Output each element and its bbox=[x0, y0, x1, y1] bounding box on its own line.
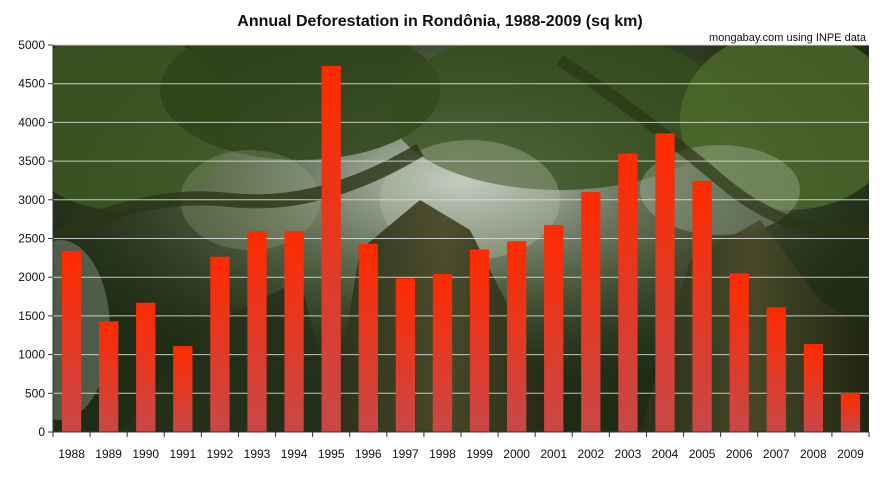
x-tick-label: 2000 bbox=[503, 447, 530, 461]
y-tick-label: 4000 bbox=[18, 115, 45, 129]
y-tick-label: 1500 bbox=[18, 309, 45, 323]
x-tick-label: 2004 bbox=[652, 447, 679, 461]
y-tick-label: 1000 bbox=[18, 348, 45, 362]
bar-1994 bbox=[284, 231, 304, 432]
bars bbox=[61, 65, 861, 432]
bar-2006 bbox=[729, 273, 749, 432]
x-tick-label: 2001 bbox=[540, 447, 567, 461]
x-tick-label: 1994 bbox=[281, 447, 308, 461]
bar-1991 bbox=[173, 346, 193, 432]
x-tick-label: 1995 bbox=[318, 447, 345, 461]
chart-title: Annual Deforestation in Rondônia, 1988-2… bbox=[237, 13, 642, 30]
x-tick-label: 1992 bbox=[207, 447, 234, 461]
x-tick-label: 1996 bbox=[355, 447, 382, 461]
x-tick-label: 2005 bbox=[689, 447, 716, 461]
x-tick-label: 2006 bbox=[726, 447, 753, 461]
x-tick-label: 1998 bbox=[429, 447, 456, 461]
bar-1992 bbox=[210, 256, 230, 432]
bar-1999 bbox=[469, 249, 490, 432]
y-tick-label: 3500 bbox=[18, 154, 45, 168]
y-tick-label: 500 bbox=[25, 386, 45, 400]
source-annotation: mongabay.com using INPE data bbox=[709, 32, 867, 44]
bar-1989 bbox=[98, 321, 119, 432]
x-tick-label: 2002 bbox=[577, 447, 604, 461]
bar-1990 bbox=[136, 302, 156, 432]
bar-2008 bbox=[803, 344, 824, 432]
x-tick-label: 2009 bbox=[837, 447, 864, 461]
bar-2004 bbox=[655, 133, 675, 432]
x-tick-label: 1991 bbox=[169, 447, 196, 461]
bar-1998 bbox=[432, 274, 453, 432]
y-tick-label: 2000 bbox=[18, 270, 45, 284]
x-tick-label: 1990 bbox=[132, 447, 159, 461]
bar-2009 bbox=[840, 392, 861, 432]
bar-1996 bbox=[358, 243, 378, 432]
y-axis: 0 500 1000 1500 2000 2500 3000 3500 4000 4500 5000 bbox=[18, 38, 54, 439]
y-tick-label: 0 bbox=[38, 425, 45, 439]
y-tick-label: 5000 bbox=[18, 38, 45, 52]
bar-1995 bbox=[321, 65, 341, 432]
x-tick-label: 1997 bbox=[392, 447, 419, 461]
bar-2007 bbox=[766, 307, 786, 432]
bar-1997 bbox=[395, 278, 416, 432]
x-axis: 1988 1989 1990 1991 1992 1993 1994 1995 1996 1997… bbox=[52, 431, 870, 461]
bar-2003 bbox=[618, 153, 638, 432]
x-tick-label: 2007 bbox=[763, 447, 790, 461]
bar-2001 bbox=[544, 225, 564, 432]
x-tick-label: 2003 bbox=[615, 447, 642, 461]
y-tick-label: 2500 bbox=[18, 232, 45, 246]
bar-2002 bbox=[581, 192, 601, 432]
y-tick-label: 4500 bbox=[18, 77, 45, 91]
x-tick-label: 1993 bbox=[244, 447, 271, 461]
bar-1988 bbox=[61, 250, 82, 432]
x-tick-label: 1988 bbox=[58, 447, 85, 461]
y-tick-label: 3000 bbox=[18, 193, 45, 207]
x-tick-label: 1989 bbox=[95, 447, 122, 461]
x-tick-label: 2008 bbox=[800, 447, 827, 461]
bar-1993 bbox=[247, 231, 267, 432]
x-tick-label: 1999 bbox=[466, 447, 493, 461]
bar-2005 bbox=[692, 180, 712, 432]
bar-2000 bbox=[506, 241, 527, 432]
